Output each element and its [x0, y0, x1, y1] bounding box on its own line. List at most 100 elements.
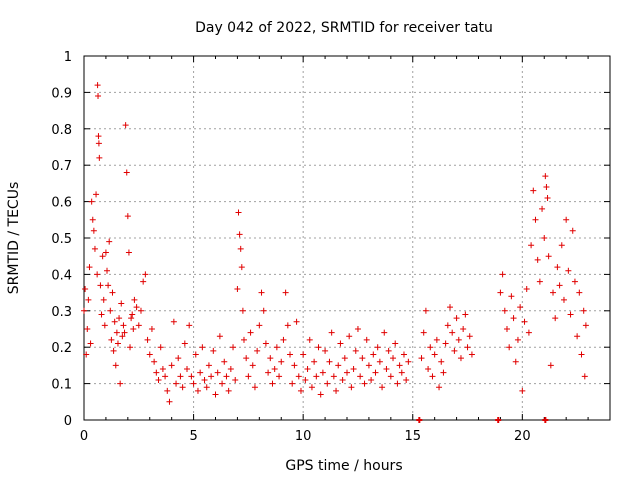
- data-point: [114, 340, 121, 347]
- data-point: [457, 355, 464, 362]
- data-point: [541, 235, 548, 241]
- data-point: [306, 336, 313, 343]
- data-point: [455, 336, 462, 343]
- data-point: [503, 326, 510, 332]
- data-point: [374, 344, 381, 351]
- data-point: [168, 362, 175, 369]
- data-point: [324, 380, 331, 387]
- data-point: [94, 82, 101, 89]
- data-point: [144, 336, 151, 343]
- data-point: [508, 293, 515, 300]
- data-point: [121, 329, 128, 336]
- data-point: [297, 387, 304, 394]
- data-point: [131, 296, 138, 303]
- data-point: [108, 336, 115, 343]
- data-point: [146, 351, 153, 358]
- data-point: [442, 340, 449, 347]
- data-point: [385, 347, 392, 354]
- data-point: [539, 205, 546, 212]
- data-point: [528, 242, 535, 249]
- data-point: [119, 333, 126, 340]
- data-point: [142, 271, 149, 278]
- y-tick-label: 0.2: [51, 341, 72, 356]
- data-point: [273, 344, 280, 351]
- data-point: [466, 333, 473, 340]
- data-point: [580, 307, 587, 314]
- data-point: [238, 264, 245, 271]
- data-point: [170, 318, 177, 325]
- x-tick-label: 0: [80, 429, 88, 444]
- data-point: [104, 267, 111, 274]
- data-point: [245, 373, 252, 380]
- data-point: [205, 362, 212, 369]
- data-point: [227, 366, 234, 373]
- data-point: [276, 373, 283, 380]
- data-point: [234, 285, 241, 292]
- data-point: [556, 282, 563, 289]
- data-point: [563, 216, 570, 223]
- data-point: [95, 93, 102, 100]
- data-point: [130, 326, 137, 332]
- data-point: [514, 336, 521, 343]
- data-point: [547, 362, 554, 369]
- data-point: [179, 384, 186, 391]
- data-point: [262, 340, 269, 347]
- data-point: [400, 351, 407, 358]
- data-point: [383, 366, 390, 373]
- data-point: [251, 384, 258, 391]
- data-point: [311, 358, 318, 365]
- data-point: [95, 140, 102, 147]
- data-point: [81, 307, 87, 314]
- data-point: [265, 369, 272, 376]
- data-point: [236, 231, 243, 238]
- data-point: [284, 322, 291, 329]
- data-point: [199, 344, 206, 351]
- x-tick-label: 5: [189, 429, 197, 444]
- data-point: [578, 351, 585, 358]
- data-point: [425, 366, 432, 373]
- data-point: [576, 289, 583, 296]
- data-point: [87, 340, 94, 347]
- data-point: [569, 227, 576, 234]
- data-point: [460, 326, 467, 332]
- data-point: [105, 282, 112, 289]
- data-point: [348, 384, 355, 391]
- data-point: [237, 245, 244, 252]
- data-point: [462, 311, 469, 318]
- data-point: [94, 271, 101, 278]
- data-point: [350, 366, 357, 373]
- data-point: [582, 322, 589, 329]
- data-point: [420, 329, 427, 336]
- data-point: [116, 315, 123, 322]
- data-point: [525, 329, 532, 336]
- y-tick-label: 0.7: [51, 159, 72, 174]
- data-point: [122, 122, 129, 129]
- data-point: [536, 278, 543, 285]
- data-point: [123, 169, 130, 176]
- data-point: [379, 384, 386, 391]
- data-point: [239, 307, 246, 314]
- data-point: [344, 369, 350, 376]
- data-point: [225, 387, 232, 394]
- data-point: [177, 373, 184, 380]
- data-point: [271, 366, 278, 373]
- data-point: [387, 373, 394, 380]
- x-tick-label: 20: [514, 429, 531, 444]
- data-point: [449, 329, 456, 336]
- data-point: [151, 358, 158, 365]
- data-point: [433, 336, 440, 343]
- data-point: [444, 322, 451, 329]
- data-point: [363, 336, 370, 343]
- data-point: [422, 307, 429, 314]
- data-point: [365, 362, 372, 369]
- data-point: [254, 347, 261, 354]
- data-point: [542, 173, 549, 180]
- data-point: [368, 376, 375, 383]
- data-point: [341, 355, 348, 362]
- data-point: [291, 362, 298, 369]
- data-point: [497, 289, 504, 296]
- data-point: [501, 307, 508, 314]
- data-point: [216, 333, 223, 340]
- data-point: [361, 380, 368, 387]
